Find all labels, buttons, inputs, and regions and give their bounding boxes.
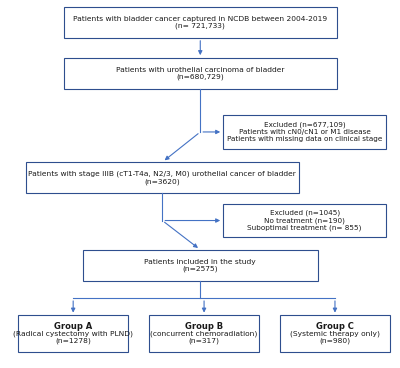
FancyBboxPatch shape xyxy=(26,162,299,193)
Text: Patients with stage IIIB (cT1-T4a, N2/3, M0) urothelial cancer of bladder: Patients with stage IIIB (cT1-T4a, N2/3,… xyxy=(28,171,296,177)
Text: (n= 721,733): (n= 721,733) xyxy=(175,23,225,29)
Text: (n=3620): (n=3620) xyxy=(144,178,180,184)
Text: Patients with missing data on clinical stage: Patients with missing data on clinical s… xyxy=(227,136,382,142)
Text: (n=2575): (n=2575) xyxy=(182,266,218,272)
Text: (Systemic therapy only): (Systemic therapy only) xyxy=(290,330,380,337)
FancyBboxPatch shape xyxy=(64,7,337,38)
Text: Group B: Group B xyxy=(185,322,223,331)
FancyBboxPatch shape xyxy=(83,250,318,281)
Text: Group C: Group C xyxy=(316,322,354,331)
Text: (concurrent chemoradiation): (concurrent chemoradiation) xyxy=(150,330,258,337)
Text: Group A: Group A xyxy=(54,322,92,331)
Text: Patients with bladder cancer captured in NCDB between 2004-2019: Patients with bladder cancer captured in… xyxy=(73,16,327,22)
Text: Patients with urothelial carcinoma of bladder: Patients with urothelial carcinoma of bl… xyxy=(116,67,284,73)
Text: No treatment (n=190): No treatment (n=190) xyxy=(264,217,345,224)
Text: Excluded (n=677,109): Excluded (n=677,109) xyxy=(264,121,346,128)
Text: Patients included in the study: Patients included in the study xyxy=(144,259,256,265)
FancyBboxPatch shape xyxy=(18,315,128,352)
FancyBboxPatch shape xyxy=(223,114,386,149)
FancyBboxPatch shape xyxy=(149,315,259,352)
FancyBboxPatch shape xyxy=(223,204,386,237)
Text: (n=980): (n=980) xyxy=(320,338,350,344)
Text: Excluded (n=1045): Excluded (n=1045) xyxy=(270,210,340,216)
FancyBboxPatch shape xyxy=(280,315,390,352)
Text: (n=1278): (n=1278) xyxy=(55,338,91,344)
FancyBboxPatch shape xyxy=(64,58,337,89)
Text: (Radical cystectomy with PLND): (Radical cystectomy with PLND) xyxy=(13,330,133,337)
Text: (n=680,729): (n=680,729) xyxy=(176,74,224,81)
Text: (n=317): (n=317) xyxy=(188,338,220,344)
Text: Patients with cN0/cN1 or M1 disease: Patients with cN0/cN1 or M1 disease xyxy=(239,129,370,135)
Text: Suboptimal treatment (n= 855): Suboptimal treatment (n= 855) xyxy=(248,224,362,231)
